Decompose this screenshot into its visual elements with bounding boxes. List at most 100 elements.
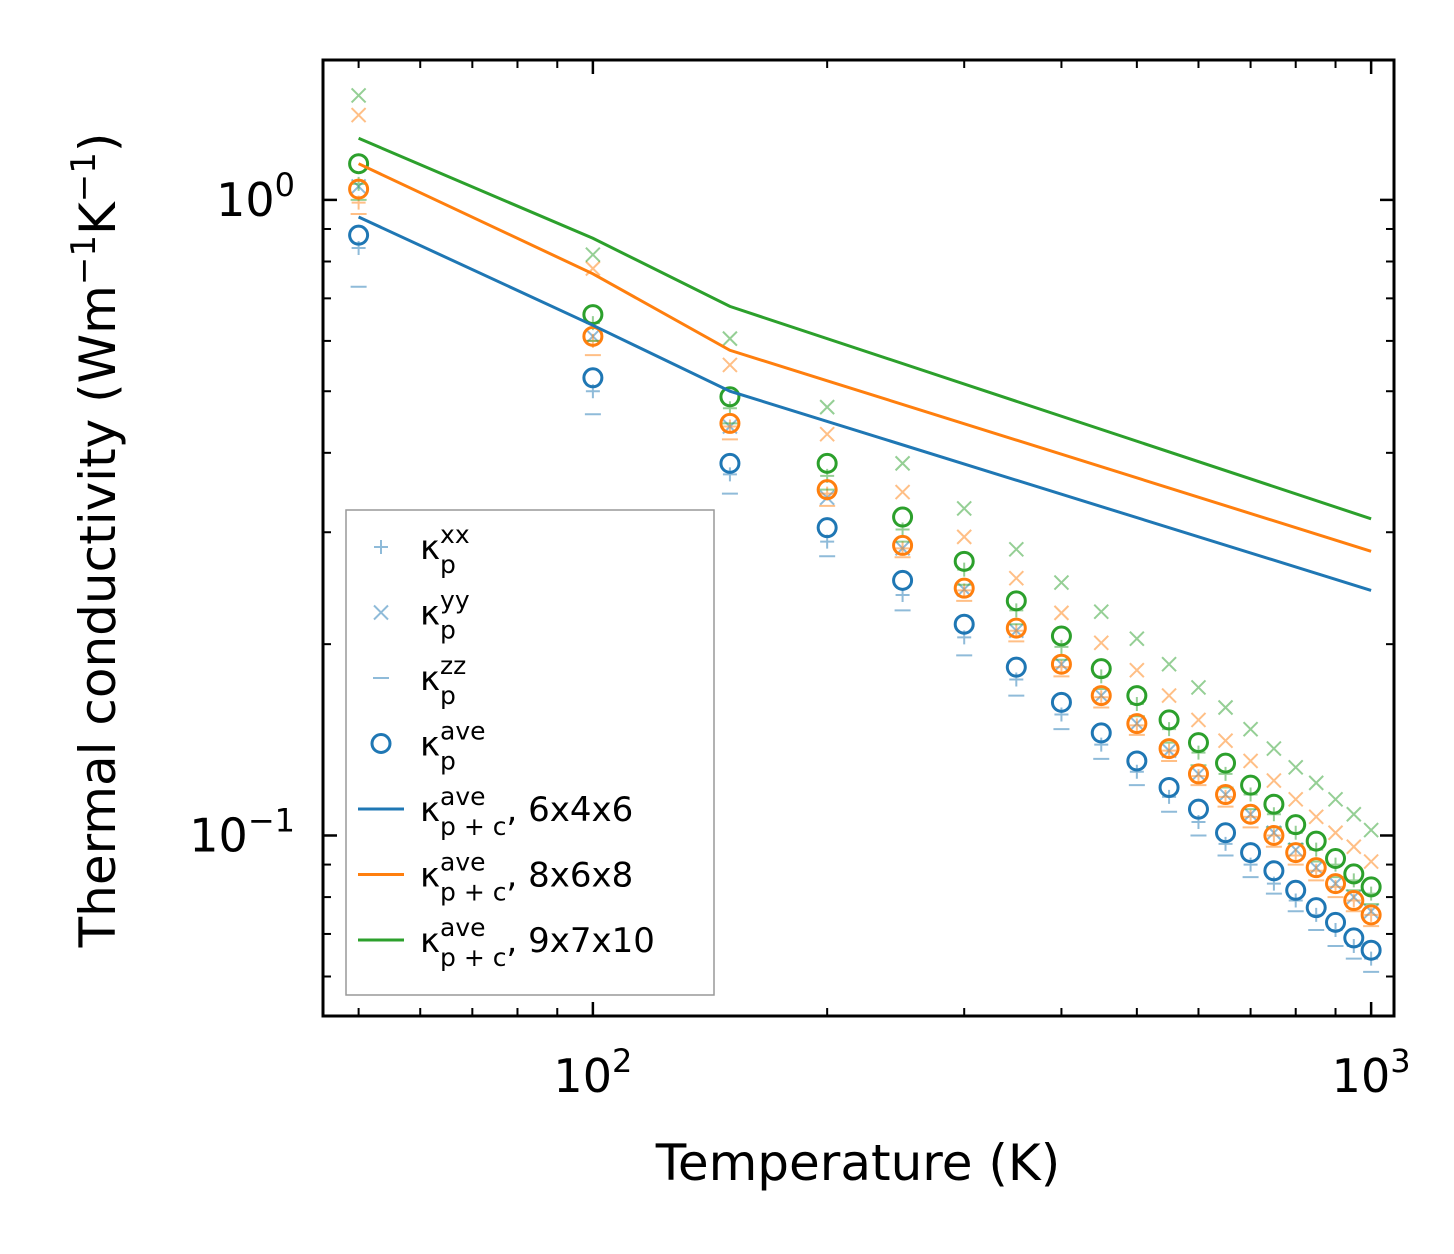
kyy-point-9x7x10-950 <box>1346 806 1362 822</box>
kave-point-6x4x6-950 <box>1343 927 1365 949</box>
legend-marker-plus <box>374 540 388 554</box>
kxx-point-8x6x8-750 <box>1266 828 1281 843</box>
x-axis-title: Temperature (K) <box>655 1134 1060 1192</box>
y-axis-title-end: ) <box>69 133 127 153</box>
kave-point-8x6x8-300 <box>953 577 975 599</box>
kyy-point-9x7x10-100 <box>585 246 601 263</box>
kyy-point-8x6x8-550 <box>1161 687 1177 704</box>
kyy-point-9x7x10-750 <box>1266 740 1282 757</box>
kave-point-6x4x6-700 <box>1240 842 1262 864</box>
kave-point-8x6x8-850 <box>1305 857 1327 879</box>
kxx-point-8x6x8-550 <box>1162 743 1177 758</box>
legend-entry-4: κave p <box>370 717 486 776</box>
legend-label: κave p + c, 9x7x10 <box>420 913 655 972</box>
kyy-point-8x6x8-150 <box>722 357 738 373</box>
kave-point-6x4x6-300 <box>953 613 975 635</box>
legend-label: κave p + c, 6x4x6 <box>420 782 633 841</box>
kave-point-8x6x8-550 <box>1158 738 1180 760</box>
legend-label: κxx p <box>420 520 470 579</box>
x-tick-label: 102 <box>553 1042 632 1103</box>
y-tick-label: 100 <box>216 166 295 227</box>
kave-point-6x4x6-850 <box>1305 897 1327 919</box>
kave-point-6x4x6-450 <box>1090 722 1112 744</box>
kyy-point-8x6x8-750 <box>1266 772 1282 789</box>
kyy-point-8x6x8-900 <box>1327 825 1344 841</box>
kyy-point-8x6x8-50 <box>350 107 367 123</box>
y-axis-title: Thermal conductivity (Wm−1K−1) <box>64 133 127 949</box>
kave-point-8x6x8-1000 <box>1360 904 1382 926</box>
kyy-point-9x7x10-900 <box>1327 791 1344 808</box>
kave-point-9x7x10-1000 <box>1360 876 1382 898</box>
kpc-line-8x6x8 <box>357 162 1372 553</box>
kyy-point-9x7x10-450 <box>1093 603 1109 620</box>
kave-point-6x4x6-100 <box>582 367 604 389</box>
kyy-point-8x6x8-700 <box>1242 753 1259 769</box>
legend-label: κave p + c, 8x6x8 <box>420 848 633 907</box>
kyy-point-8x6x8-650 <box>1217 732 1234 749</box>
kave-point-9x7x10-500 <box>1126 685 1148 707</box>
x-tick-label: 103 <box>1332 1042 1411 1103</box>
kyy-point-8x6x8-200 <box>819 426 835 442</box>
kave-point-8x6x8-350 <box>1005 617 1027 639</box>
kyy-point-9x7x10-400 <box>1053 574 1070 591</box>
kave-point-9x7x10-50 <box>348 153 370 175</box>
kave-point-6x4x6-600 <box>1187 798 1209 820</box>
kxx-point-8x6x8-1000 <box>1364 907 1379 922</box>
legend-entry-6: κave p + c, 8x6x8 <box>358 848 633 907</box>
legend-box <box>345 509 715 996</box>
y-axis-title-sup1: −1 <box>64 235 104 285</box>
kxx-point-9x7x10-400 <box>1054 639 1069 654</box>
kave-point-9x7x10-550 <box>1158 709 1180 731</box>
kave-point-6x4x6-50 <box>348 224 370 246</box>
tick-layer: 102 103 100 10−1 <box>189 60 1411 1103</box>
kave-point-6x4x6-900 <box>1325 911 1347 933</box>
kyy-point-9x7x10-850 <box>1308 775 1324 791</box>
kave-point-6x4x6-500 <box>1126 750 1148 772</box>
kyy-point-8x6x8-600 <box>1190 712 1207 728</box>
legend-entry-7: κave p + c, 9x7x10 <box>358 913 655 972</box>
kave-point-6x4x6-1000 <box>1360 939 1382 961</box>
kyy-point-8x6x8-300 <box>956 529 972 545</box>
kxx-point-8x6x8-450 <box>1094 690 1109 705</box>
kave-point-6x4x6-750 <box>1263 860 1285 882</box>
kave-point-6x4x6-350 <box>1005 656 1027 678</box>
kave-point-9x7x10-950 <box>1343 863 1365 885</box>
kave-point-6x4x6-250 <box>892 569 914 591</box>
kave-point-9x7x10-750 <box>1263 793 1285 815</box>
kave-point-8x6x8-400 <box>1050 653 1072 675</box>
kyy-point-8x6x8-400 <box>1053 605 1070 621</box>
kyy-point-8x6x8-950 <box>1346 839 1362 855</box>
kave-point-9x7x10-900 <box>1325 848 1347 870</box>
kave-point-9x7x10-850 <box>1305 830 1327 852</box>
kyy-point-9x7x10-200 <box>819 399 835 415</box>
kyy-point-9x7x10-350 <box>1008 541 1025 558</box>
legend-entry-1: κxx p <box>374 520 470 579</box>
kxx-point-8x6x8-650 <box>1218 789 1233 804</box>
kyy-point-8x6x8-350 <box>1008 570 1025 586</box>
kxx-point-6x4x6-450 <box>1094 737 1109 752</box>
kyy-point-9x7x10-700 <box>1242 721 1259 737</box>
ave-series-6x4x6 <box>348 224 1382 961</box>
kave-point-9x7x10-700 <box>1240 774 1262 796</box>
kave-point-8x6x8-600 <box>1187 763 1209 785</box>
kxx-point-8x6x8-950 <box>1346 893 1361 908</box>
kave-point-9x7x10-450 <box>1090 658 1112 680</box>
legend-marker-x <box>373 604 389 621</box>
kxx-point-8x6x8-500 <box>1129 718 1144 733</box>
kyy-point-9x7x10-600 <box>1190 679 1207 696</box>
y-tick-label: 10−1 <box>189 801 295 862</box>
kyy-point-8x6x8-1000 <box>1363 853 1379 870</box>
kave-point-8x6x8-150 <box>719 412 741 434</box>
ave-series-8x6x8 <box>348 178 1382 926</box>
legend-entry-2: κyy p <box>373 586 470 645</box>
kave-point-6x4x6-200 <box>816 517 838 539</box>
kave-point-9x7x10-100 <box>582 304 604 326</box>
kyy-point-9x7x10-500 <box>1129 630 1145 647</box>
series-layer <box>348 87 1382 973</box>
kave-point-9x7x10-600 <box>1187 732 1209 754</box>
kxx-point-8x6x8-600 <box>1191 769 1206 784</box>
kyy-point-9x7x10-150 <box>722 330 738 347</box>
kave-point-8x6x8-500 <box>1126 713 1148 735</box>
kyy-point-9x7x10-550 <box>1161 656 1177 672</box>
kxx-point-9x7x10-650 <box>1218 766 1233 781</box>
